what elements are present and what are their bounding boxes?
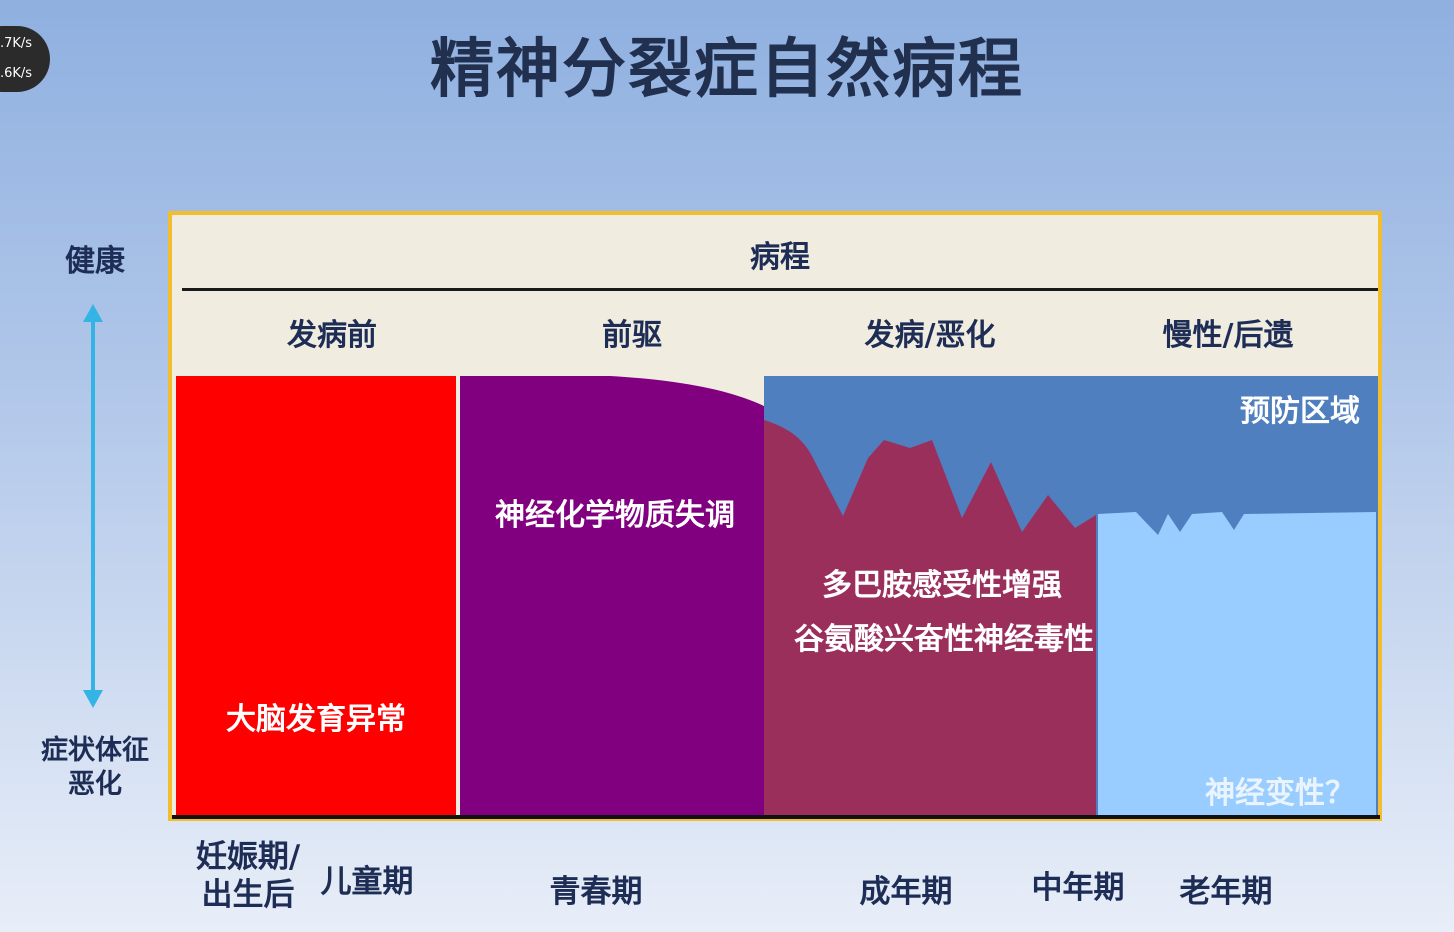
prodrome-region [460, 376, 764, 816]
age-pregnancy-birth: 妊娠期/ 出生后 [188, 838, 308, 914]
arrow-up-icon [83, 304, 103, 322]
upload-speed: .7K/s [0, 36, 33, 51]
age-old-age: 老年期 [1179, 874, 1273, 910]
stage-onset: 发病/恶化 [864, 318, 996, 353]
age-middle-age: 中年期 [1031, 870, 1125, 906]
health-label: 健康 [65, 244, 125, 279]
symptom-label-line2: 恶化 [68, 769, 122, 800]
brain-development-label: 大脑发育异常 [226, 702, 406, 737]
dopamine-label: 多巴胺感受性增强 [822, 568, 1062, 603]
age-adolescence: 青春期 [549, 874, 643, 910]
neurochemical-label: 神经化学物质失调 [495, 498, 735, 533]
page-title: 精神分裂症自然病程 [430, 33, 1024, 107]
chronic-region [1098, 512, 1376, 816]
symptom-worsening-label: 症状体征 恶化 [20, 734, 170, 802]
glutamate-label: 谷氨酸兴奋性神经毒性 [794, 622, 1094, 657]
age-childhood: 儿童期 [320, 864, 414, 900]
stage-premorbid: 发病前 [287, 318, 377, 353]
course-header: 病程 [750, 240, 810, 275]
age-adulthood: 成年期 [859, 874, 953, 910]
time-axis-line [172, 815, 1380, 819]
prevention-label: 预防区域 [1240, 394, 1360, 429]
age-pregnancy: 妊娠期/ [195, 839, 301, 875]
onset-region [764, 420, 1096, 816]
stage-chronic: 慢性/后遗 [1162, 318, 1294, 353]
health-axis-arrow [83, 304, 103, 708]
network-speed-badge: .7K/s .6K/s [0, 26, 50, 92]
symptom-label-line1: 症状体征 [41, 735, 149, 766]
stage-prodrome: 前驱 [602, 318, 662, 353]
age-postnatal: 出生后 [201, 877, 295, 913]
header-divider [182, 288, 1378, 291]
download-speed: .6K/s [0, 66, 33, 81]
arrow-down-icon [83, 690, 103, 708]
premorbid-region [176, 376, 456, 816]
neurodegeneration-label: 神经变性？ [1205, 776, 1355, 811]
